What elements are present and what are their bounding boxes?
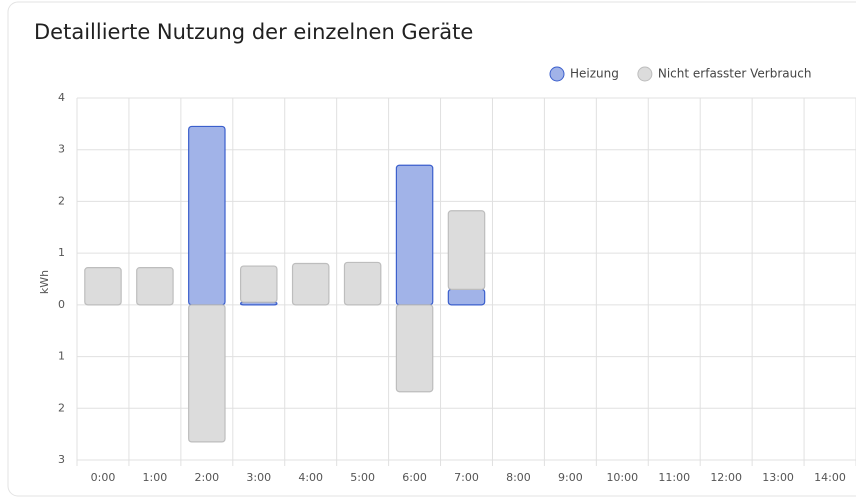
bar [136,267,174,306]
y-tick-label: 0 [58,298,65,311]
bar [343,261,382,306]
x-tick-label: 1:00 [143,471,168,484]
chart-title: Detaillierte Nutzung der einzelnen Gerät… [34,20,473,44]
bar [395,304,434,393]
legend-label: Nicht erfasster Verbrauch [658,67,812,81]
y-tick-label: 2 [58,401,65,414]
x-tick-label: 13:00 [762,471,794,484]
y-tick-label: 1 [58,350,65,363]
y-tick-label: 2 [58,194,65,207]
x-tick-label: 9:00 [558,471,583,484]
bar [291,262,330,306]
legend-label: Heizung [570,67,619,81]
y-tick-label: 3 [58,143,65,156]
x-tick-label: 10:00 [606,471,638,484]
x-tick-label: 2:00 [194,471,219,484]
y-tick-label: 3 [58,453,65,466]
bar [239,265,278,303]
x-tick-label: 11:00 [658,471,690,484]
bar [447,288,486,306]
bar [84,267,122,306]
y-tick-label: 4 [58,91,65,104]
x-tick-label: 14:00 [814,471,846,484]
bar [447,210,486,290]
x-tick-label: 0:00 [91,471,116,484]
bar [188,125,226,306]
bar [188,304,226,443]
legend-swatch [549,66,565,82]
x-tick-label: 12:00 [710,471,742,484]
x-tick-label: 3:00 [246,471,271,484]
y-tick-label: 1 [58,246,65,259]
x-tick-label: 8:00 [506,471,531,484]
x-tick-label: 6:00 [402,471,427,484]
x-tick-label: 5:00 [350,471,375,484]
bar [395,164,434,306]
legend-swatch [637,66,653,82]
x-tick-label: 7:00 [454,471,479,484]
x-tick-label: 4:00 [298,471,323,484]
y-axis-label: kWh [38,270,51,294]
